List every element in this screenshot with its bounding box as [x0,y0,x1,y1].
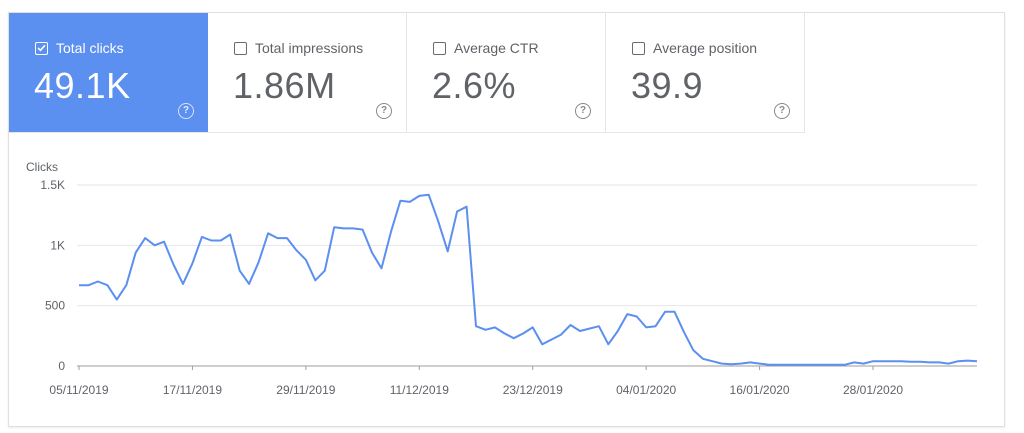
checkbox-unchecked-icon[interactable] [234,41,247,55]
x-tick-label: 16/01/2020 [730,383,790,397]
performance-card: Total clicks 49.1K ? Total impressions 1… [8,12,1005,427]
clicks-line-chart: Clicks 0 500 1K 1.5K 05/11/2019 17/11/2019 29… [26,160,978,397]
metric-value: 2.6% [432,65,517,106]
metric-average-position[interactable]: Average position 39.9 ? [606,13,805,133]
metric-total-clicks[interactable]: Total clicks 49.1K ? [9,13,208,133]
metric-label: Total clicks [56,40,124,56]
help-icon[interactable]: ? [774,103,790,119]
metric-tabs: Total clicks 49.1K ? Total impressions 1… [9,13,806,133]
metric-value: 39.9 [631,65,704,106]
x-tick-label: 04/01/2020 [616,383,676,397]
metric-average-ctr[interactable]: Average CTR 2.6% ? [407,13,606,133]
metric-label: Average CTR [454,40,539,56]
y-tick-label: 1.5K [40,178,65,192]
help-icon[interactable]: ? [178,103,194,119]
grid [77,184,977,367]
help-icon[interactable]: ? [575,103,591,119]
x-tick-label: 28/01/2020 [843,383,903,397]
metric-label: Total impressions [255,40,364,56]
x-axis-ticks: 05/11/2019 17/11/2019 29/11/2019 11/12/2019… [49,366,903,397]
x-tick-label: 05/11/2019 [49,383,108,397]
x-tick-label: 29/11/2019 [276,383,335,397]
x-tick-label: 11/12/2019 [390,383,449,397]
x-tick-label: 17/11/2019 [163,383,222,397]
checkbox-unchecked-icon[interactable] [632,41,645,55]
y-tick-label: 1K [50,238,65,252]
help-icon[interactable]: ? [376,103,392,119]
metric-total-impressions[interactable]: Total impressions 1.86M ? [208,13,407,133]
series-line-clicks [79,193,978,366]
y-tick-label: 0 [58,359,65,373]
metric-label: Average position [653,40,758,56]
checkbox-checked-icon[interactable] [35,41,48,55]
metric-value: 49.1K [34,65,131,106]
y-tick-label: 500 [45,299,65,313]
metric-value: 1.86M [233,65,336,106]
y-axis-ticks: 0 500 1K 1.5K [40,178,65,373]
y-axis-label: Clicks [26,160,58,174]
x-tick-label: 23/12/2019 [503,383,563,397]
checkbox-unchecked-icon[interactable] [433,41,446,55]
